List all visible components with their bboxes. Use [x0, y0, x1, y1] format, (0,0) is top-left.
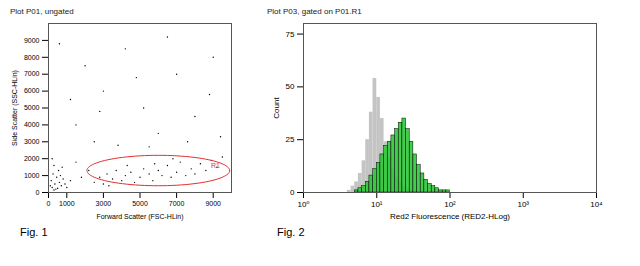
svg-text:50: 50 [286, 82, 295, 91]
svg-text:Forward Scatter (FSC-HLin): Forward Scatter (FSC-HLin) [96, 213, 183, 221]
svg-text:7000: 7000 [169, 200, 185, 207]
svg-text:0: 0 [47, 200, 51, 207]
svg-text:25: 25 [286, 135, 295, 144]
svg-text:R1: R1 [211, 162, 220, 169]
html-text:Plot P03, gated on P01.R1: Plot P03, gated on P01.R1 [267, 7, 362, 16]
svg-text:10³: 10³ [517, 200, 529, 209]
svg-text:Count: Count [272, 97, 281, 119]
svg-text:3000: 3000 [96, 200, 112, 207]
svg-text:10⁴: 10⁴ [590, 200, 603, 209]
svg-text:5000: 5000 [24, 104, 40, 111]
svg-text:0: 0 [290, 188, 295, 197]
svg-text:7000: 7000 [24, 70, 40, 77]
html-text:Plot P01, ungated: Plot P01, ungated [10, 7, 74, 16]
svg-text:3000: 3000 [24, 138, 40, 145]
html-text:Fig. 2: Fig. 2 [277, 226, 305, 238]
svg-text:9000: 9000 [205, 200, 221, 207]
svg-text:10⁰: 10⁰ [297, 200, 309, 209]
svg-text:Red2 Fluorescence (RED2-HLog): Red2 Fluorescence (RED2-HLog) [390, 212, 510, 221]
svg-text:6000: 6000 [24, 87, 40, 94]
svg-text:75: 75 [286, 30, 295, 39]
svg-text:1000: 1000 [24, 172, 40, 179]
svg-text:2000: 2000 [24, 155, 40, 162]
svg-text:5000: 5000 [132, 200, 148, 207]
svg-text:4000: 4000 [24, 121, 40, 128]
svg-text:10²: 10² [444, 200, 456, 209]
svg-text:1000: 1000 [59, 200, 75, 207]
svg-text:10¹: 10¹ [371, 200, 383, 209]
svg-text:9000: 9000 [24, 37, 40, 44]
svg-text:Side Scatter (SSC-HLin): Side Scatter (SSC-HLin) [11, 70, 19, 146]
svg-text:8000: 8000 [24, 54, 40, 61]
html-text:Fig. 1: Fig. 1 [20, 226, 48, 238]
svg-text:0: 0 [36, 189, 40, 196]
